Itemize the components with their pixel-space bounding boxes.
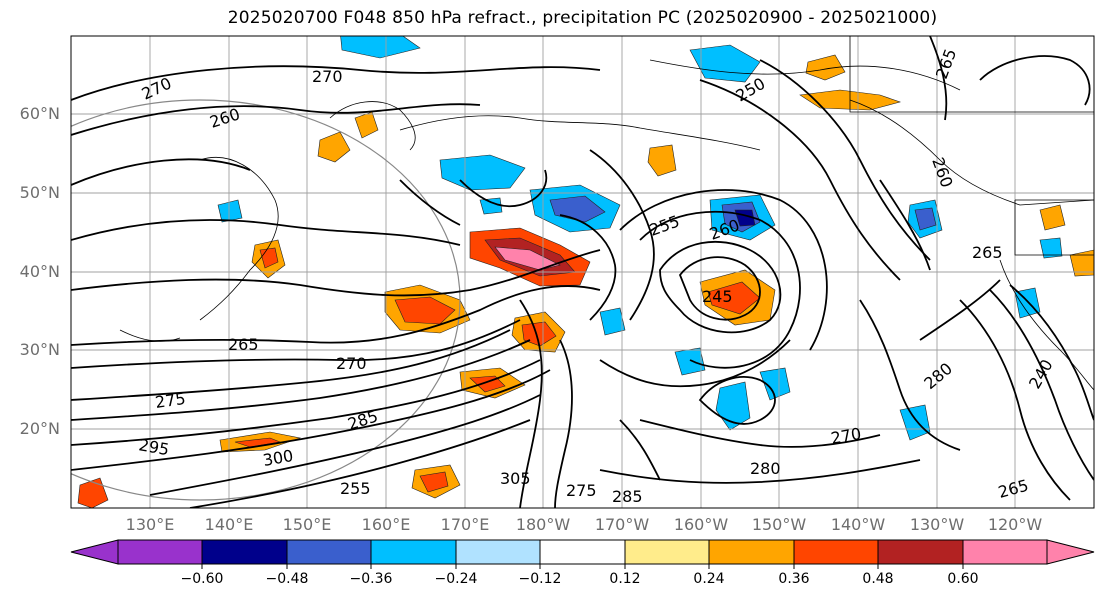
colorbar-bin [455, 539, 541, 565]
colorbar-tick-label: −0.60 [180, 571, 224, 587]
precip-patch [317, 131, 351, 163]
colorbar-tick-label: −0.48 [265, 571, 309, 587]
longitude-label: 170°E [440, 515, 490, 534]
precip-patch [599, 307, 626, 336]
longitude-label: 180°W [515, 515, 571, 534]
colorbar-tick-label: 0.12 [609, 571, 641, 587]
precip-patch [494, 246, 561, 271]
longitude-label: 170°W [594, 515, 650, 534]
precip-patch [77, 477, 109, 508]
longitude-label: 140°E [204, 515, 254, 534]
precip-patch [759, 367, 791, 401]
longitude-label: 150°E [282, 515, 332, 534]
refractivity-contours [71, 36, 1094, 508]
colorbar-bin [793, 539, 879, 565]
colorbar-bin [370, 539, 457, 565]
longitude-label: 160°E [361, 515, 411, 534]
precip-patch [914, 207, 937, 231]
colorbar-bin [962, 539, 1048, 565]
longitude-label: 160°W [673, 515, 729, 534]
longitude-label: 140°W [830, 515, 886, 534]
precip-patch [479, 197, 503, 215]
longitude-label: 120°W [987, 515, 1043, 534]
map-title: 2025020700 F048 850 hPa refract., precip… [227, 8, 938, 28]
precip-patch [217, 199, 243, 223]
colorbar-tick-label: 0.24 [693, 571, 725, 587]
latitude-label: 20°N [19, 419, 60, 438]
map-frame [70, 35, 1095, 509]
contour-label: 255 [340, 479, 371, 498]
map-panel: 270 270 260 260 250 265 265 260 255 245 … [71, 36, 1094, 508]
colorbar-bin [201, 539, 288, 565]
precip-patch [340, 36, 421, 59]
contour-label: 275 [566, 481, 597, 500]
contour-label: 270 [336, 354, 367, 373]
colorbar-tick-label: −0.12 [518, 571, 562, 587]
colorbar-tick-label: 0.60 [947, 571, 979, 587]
colorbar [70, 539, 1095, 569]
latitude-label: 40°N [19, 262, 60, 281]
precip-patch [899, 404, 931, 441]
precip-patch [707, 281, 761, 315]
precip-patch [805, 54, 846, 81]
colorbar-bin [539, 539, 626, 565]
contour-label: 245 [702, 287, 733, 306]
longitude-label: 130°W [909, 515, 965, 534]
latitude-label: 30°N [19, 340, 60, 359]
precip-patch [674, 347, 706, 376]
contour-label: 265 [228, 335, 259, 354]
colorbar-bin [708, 539, 795, 565]
longitude-label: 150°W [751, 515, 807, 534]
colorbar-bin [286, 539, 372, 565]
precip-patch [469, 375, 506, 393]
precip-patch [394, 296, 456, 325]
contour-label: 280 [750, 459, 781, 478]
contour-label: 265 [972, 243, 1003, 262]
colorbar-tick-label: 0.48 [862, 571, 894, 587]
colorbar-tick-label: −0.24 [434, 571, 478, 587]
contour-label: 270 [312, 67, 343, 86]
precip-shading [77, 36, 1094, 508]
coastlines [119, 36, 1094, 391]
colorbar-bin [624, 539, 710, 565]
graticule [71, 36, 1094, 508]
colorbar-bin [877, 539, 964, 565]
latitude-label: 50°N [19, 183, 60, 202]
precip-patch [1039, 204, 1066, 231]
precip-patch [1039, 237, 1063, 259]
precip-patch [647, 144, 677, 177]
colorbar-bin [117, 539, 203, 565]
precip-patch [521, 321, 557, 347]
colorbar-extend-high [1046, 539, 1095, 565]
longitude-label: 130°E [125, 515, 175, 534]
precip-patch [419, 471, 449, 493]
precip-patch [689, 44, 761, 83]
colorbar-tick-label: −0.36 [349, 571, 393, 587]
contour-label: 305 [500, 469, 531, 488]
latitude-label: 60°N [19, 104, 60, 123]
contour-label: 285 [612, 487, 643, 506]
contour-label: 275 [154, 389, 187, 412]
colorbar-extend-low [70, 539, 119, 565]
colorbar-tick-label: 0.36 [778, 571, 810, 587]
precip-patch [1069, 249, 1094, 277]
